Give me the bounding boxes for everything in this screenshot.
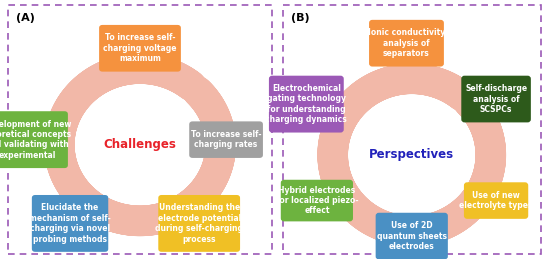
FancyBboxPatch shape <box>464 182 528 219</box>
FancyBboxPatch shape <box>369 20 444 67</box>
FancyBboxPatch shape <box>32 195 108 252</box>
Text: Hybrid electrodes
for localized piezo-
effect: Hybrid electrodes for localized piezo- e… <box>276 186 358 215</box>
Text: Self-discharge
analysis of
SCSPCs: Self-discharge analysis of SCSPCs <box>465 84 527 114</box>
Text: To increase self-
charging rates: To increase self- charging rates <box>191 130 261 149</box>
Text: Ionic conductivity
analysis of
separators: Ionic conductivity analysis of separator… <box>368 28 445 58</box>
FancyBboxPatch shape <box>376 213 448 259</box>
FancyBboxPatch shape <box>269 76 344 133</box>
FancyBboxPatch shape <box>99 25 181 72</box>
Text: Development of new
theoretical concepts
and validating with
experimental: Development of new theoretical concepts … <box>0 120 72 160</box>
Text: (B): (B) <box>290 13 309 23</box>
Text: Challenges: Challenges <box>104 138 176 151</box>
Text: Use of new
electrolyte types: Use of new electrolyte types <box>460 191 533 210</box>
Text: Use of 2D
quantum sheets
electrodes: Use of 2D quantum sheets electrodes <box>377 221 447 251</box>
FancyBboxPatch shape <box>461 76 531 123</box>
FancyBboxPatch shape <box>158 195 240 252</box>
Text: Understanding the
electrode potential
during self-charging
process: Understanding the electrode potential du… <box>155 203 243 243</box>
FancyBboxPatch shape <box>281 180 353 221</box>
Text: Electrochemical
gating technology
for understanding
charging dynamics: Electrochemical gating technology for un… <box>266 84 347 124</box>
Text: Perspectives: Perspectives <box>369 148 455 161</box>
FancyBboxPatch shape <box>189 121 263 158</box>
Text: (A): (A) <box>16 13 35 23</box>
Text: To increase self-
charging voltage
maximum: To increase self- charging voltage maxim… <box>103 33 177 63</box>
FancyBboxPatch shape <box>0 111 68 168</box>
Text: Elucidate the
mechanism of self-
charging via novel
probing methods: Elucidate the mechanism of self- chargin… <box>29 203 111 243</box>
